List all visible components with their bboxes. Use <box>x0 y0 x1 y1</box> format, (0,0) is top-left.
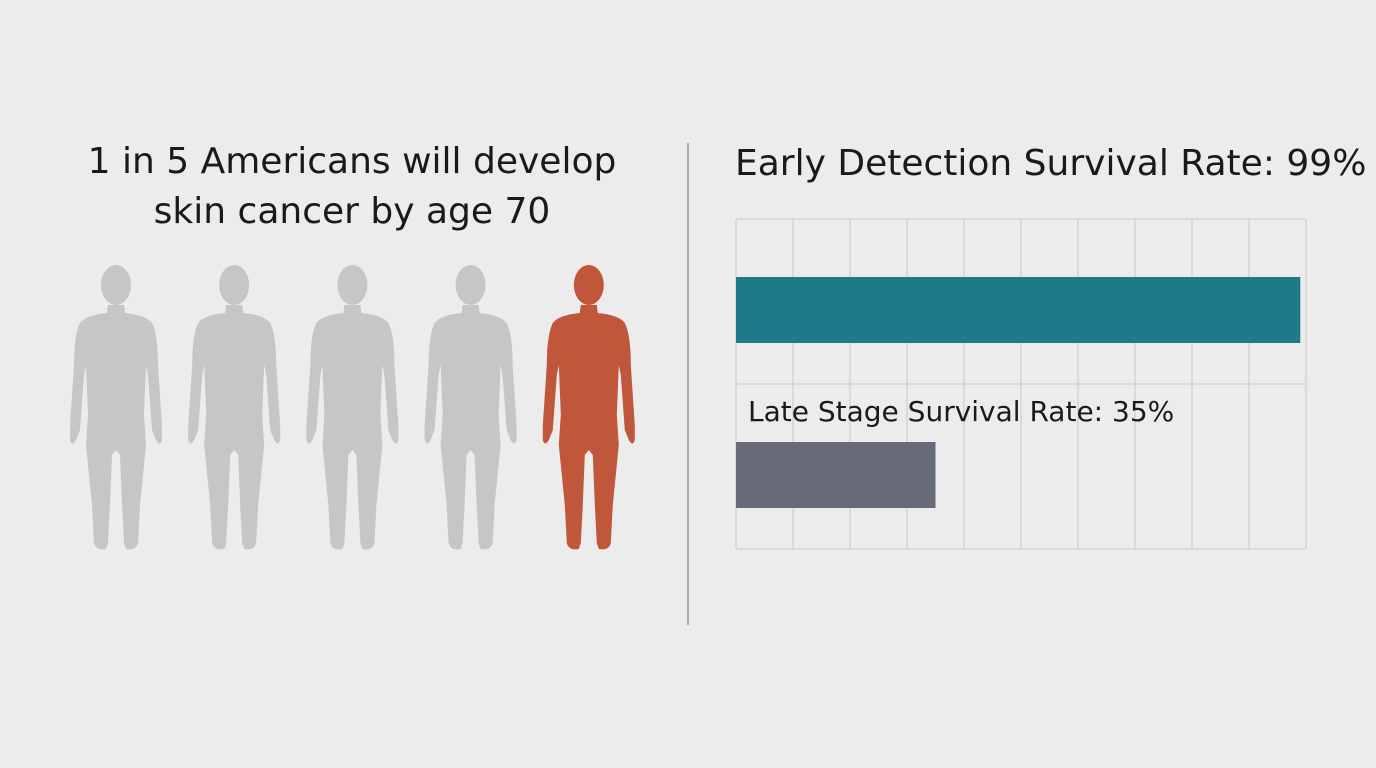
figure-head <box>101 265 131 305</box>
figure-body <box>188 305 281 550</box>
figure-body <box>70 305 162 550</box>
headline: 1 in 5 Americans will develop <box>88 141 617 182</box>
bar <box>736 277 1301 343</box>
figure-head <box>455 265 486 305</box>
person-figure <box>70 265 162 550</box>
bar-label: Early Detection Survival Rate: 99% <box>735 143 1366 184</box>
person-figure <box>424 265 517 550</box>
figure-head <box>337 265 368 305</box>
person-figure <box>306 265 399 550</box>
figure-body <box>306 305 399 550</box>
person-figure <box>188 265 281 550</box>
figure-head <box>573 265 604 305</box>
figure-body <box>424 305 517 550</box>
bar-label: Late Stage Survival Rate: 35% <box>748 395 1174 428</box>
bar <box>736 442 936 508</box>
headline: skin cancer by age 70 <box>154 191 551 232</box>
figure-body <box>542 305 635 550</box>
figure-head <box>219 265 250 305</box>
person-figure <box>542 265 635 550</box>
